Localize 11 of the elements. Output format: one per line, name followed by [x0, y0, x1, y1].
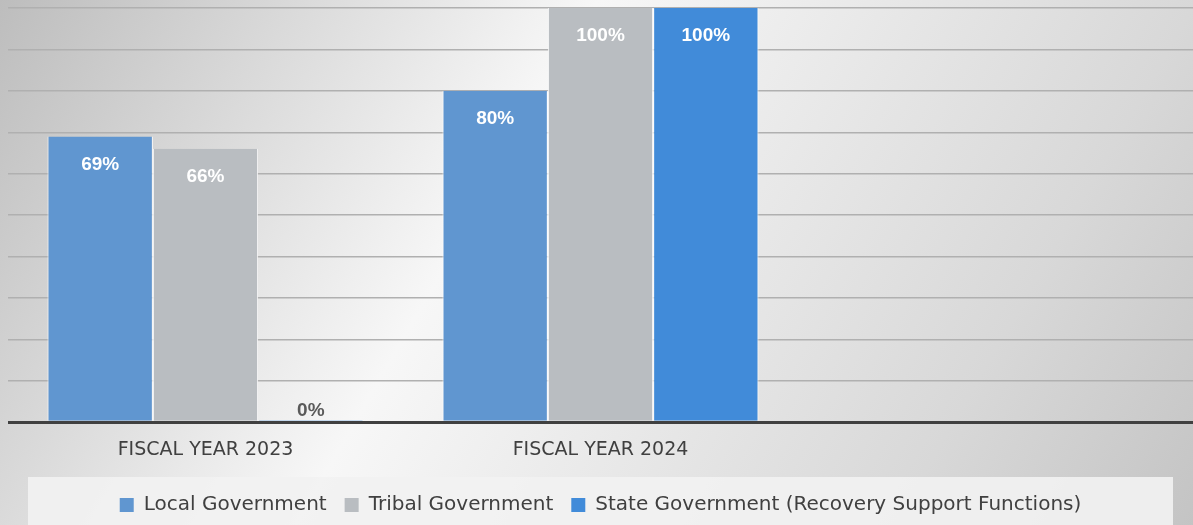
data-label: 69%	[81, 152, 120, 174]
data-label: 100%	[681, 24, 731, 46]
data-label: 66%	[186, 165, 225, 187]
legend-label: Local Government	[143, 491, 327, 516]
legend-label: Tribal Government	[367, 491, 554, 516]
data-label: 80%	[476, 107, 515, 129]
x-tick-label: FISCAL YEAR 2023	[117, 436, 294, 459]
data-label: 0%	[297, 398, 325, 420]
x-tick-label: FISCAL YEAR 2024	[512, 436, 689, 459]
legend-label: State Government (Recovery Support Functions)	[595, 491, 1082, 516]
data-label: 100%	[576, 24, 625, 46]
